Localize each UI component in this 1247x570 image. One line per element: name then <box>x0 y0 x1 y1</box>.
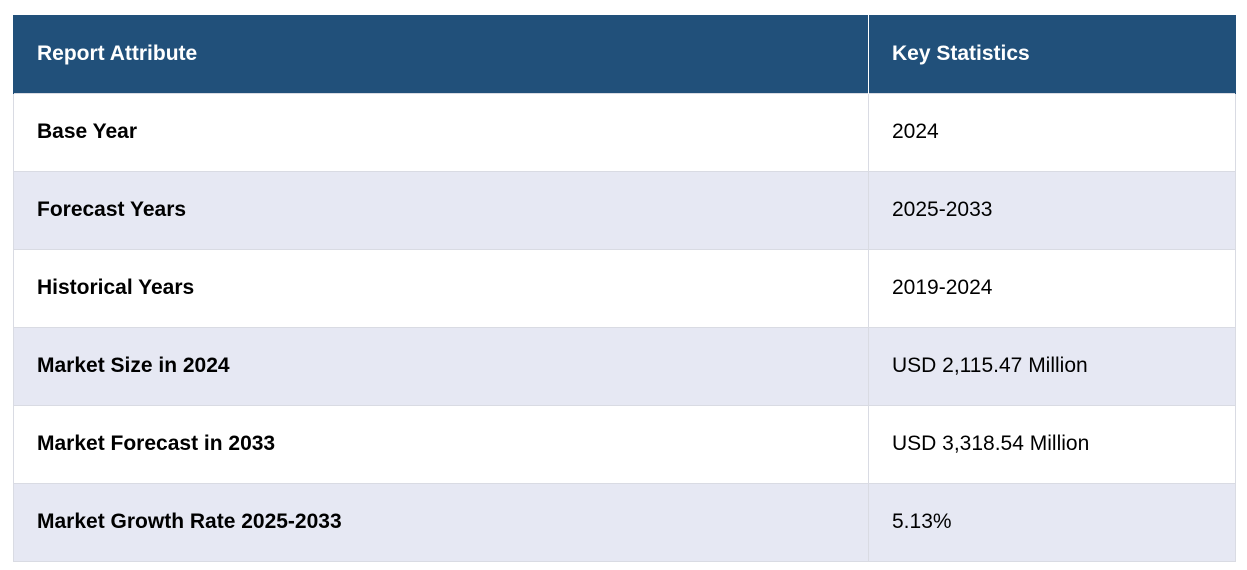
row-value: 5.13% <box>868 482 1236 562</box>
report-statistics-table: Report Attribute Key Statistics Base Yea… <box>13 15 1236 562</box>
row-attribute-label: Historical Years <box>13 248 869 328</box>
table-row: Market Growth Rate 2025-2033 5.13% <box>13 482 1236 562</box>
row-attribute-label: Forecast Years <box>13 170 869 250</box>
table-row: Base Year 2024 <box>13 92 1236 172</box>
row-attribute-label: Base Year <box>13 92 869 172</box>
row-value: USD 3,318.54 Million <box>868 404 1236 484</box>
header-key-statistics: Key Statistics <box>868 15 1236 93</box>
table-row: Historical Years 2019-2024 <box>13 248 1236 328</box>
report-table-container: Report Attribute Key Statistics Base Yea… <box>13 15 1236 562</box>
row-value: 2024 <box>868 92 1236 172</box>
row-value: 2019-2024 <box>868 248 1236 328</box>
row-attribute-label: Market Forecast in 2033 <box>13 404 869 484</box>
table-row: Market Size in 2024 USD 2,115.47 Million <box>13 326 1236 406</box>
row-attribute-label: Market Size in 2024 <box>13 326 869 406</box>
row-attribute-label: Market Growth Rate 2025-2033 <box>13 482 869 562</box>
header-report-attribute: Report Attribute <box>13 15 869 93</box>
table-row: Forecast Years 2025-2033 <box>13 170 1236 250</box>
row-value: 2025-2033 <box>868 170 1236 250</box>
row-value: USD 2,115.47 Million <box>868 326 1236 406</box>
table-row: Market Forecast in 2033 USD 3,318.54 Mil… <box>13 404 1236 484</box>
table-header-row: Report Attribute Key Statistics <box>13 15 1236 93</box>
